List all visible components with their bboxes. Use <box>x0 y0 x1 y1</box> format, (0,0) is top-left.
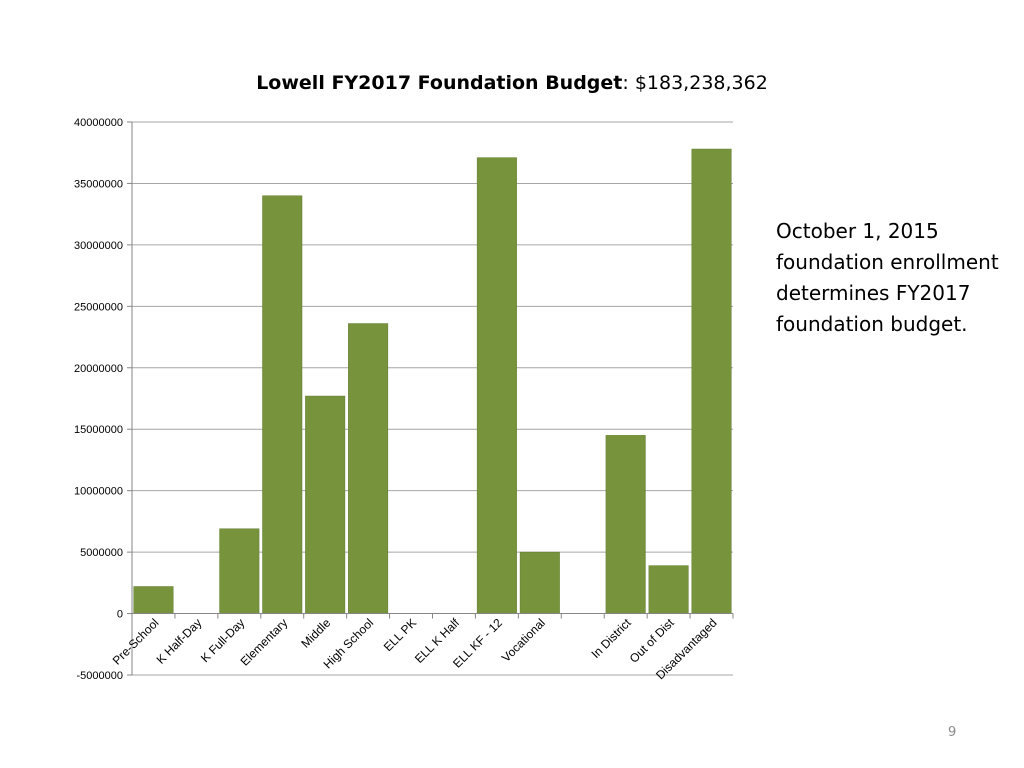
enrollment-note: October 1, 2015 foundation enrollment de… <box>776 219 999 336</box>
x-tick-label: Middle <box>298 616 333 651</box>
bar <box>133 586 174 614</box>
x-tick-label: ELL PK <box>381 616 419 654</box>
bars <box>133 148 732 614</box>
bar <box>648 565 689 614</box>
bar <box>305 395 346 614</box>
x-tick-label: Vocational <box>499 616 548 665</box>
bar <box>219 528 260 614</box>
y-tick-label: 35000000 <box>74 178 123 190</box>
page-number: 9 <box>948 725 957 740</box>
chart-title: Lowell FY2017 Foundation Budget: $183,23… <box>0 72 1024 94</box>
y-tick-label: 20000000 <box>74 363 123 375</box>
y-tick-label: 30000000 <box>74 240 123 252</box>
chart-title-bold: Lowell FY2017 Foundation Budget <box>256 72 623 94</box>
y-tick-label: -5000000 <box>77 670 124 682</box>
y-tick-label: 10000000 <box>74 486 123 498</box>
axes <box>127 121 734 676</box>
bar <box>519 551 560 614</box>
y-tick-label: 40000000 <box>74 117 123 129</box>
y-tick-label: 25000000 <box>74 301 123 313</box>
bar <box>476 157 517 614</box>
y-tick-label: 0 <box>117 609 123 621</box>
bar <box>348 323 389 614</box>
y-tick-label: 15000000 <box>74 424 123 436</box>
y-tick-label: 5000000 <box>80 547 123 559</box>
x-tick-label: K Half-Day <box>154 616 205 667</box>
y-tick-labels: 40000000 35000000 30000000 25000000 20000000… <box>74 117 123 682</box>
x-tick-label: Pre-School <box>110 616 162 668</box>
bar <box>691 148 732 614</box>
bar <box>262 195 303 614</box>
chart-title-amount: : $183,238,362 <box>622 72 768 94</box>
bar <box>605 435 646 614</box>
